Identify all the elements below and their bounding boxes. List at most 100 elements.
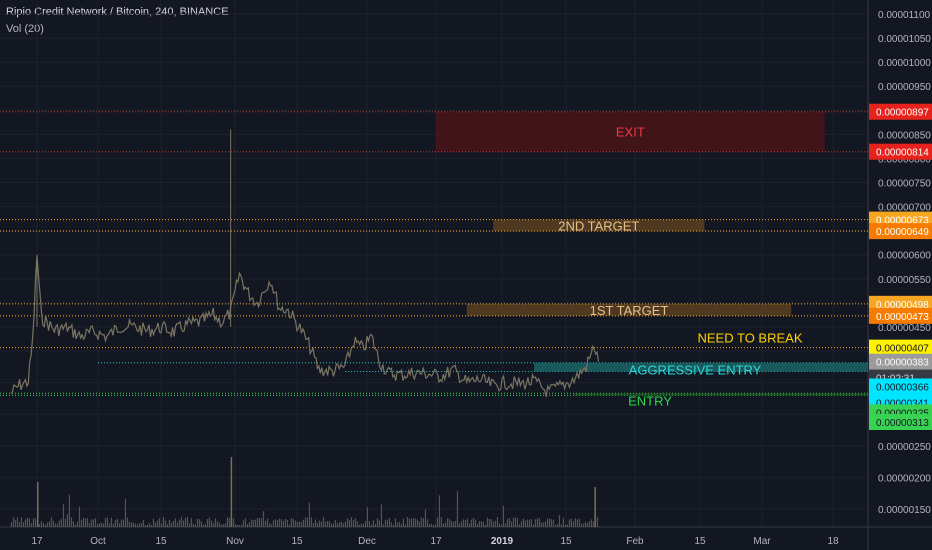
volume-bar: [164, 520, 167, 527]
volume-bar: [398, 521, 401, 527]
volume-bar: [320, 521, 323, 527]
volume-bar: [360, 523, 363, 527]
volume-bar: [304, 517, 307, 527]
volume-bar: [34, 518, 37, 527]
target2-label: 2ND TARGET: [558, 218, 639, 233]
volume-bar: [284, 518, 287, 527]
volume-bar: [54, 523, 57, 527]
volume-bar: [140, 522, 143, 527]
volume-bar: [542, 522, 545, 527]
volume-bar: [508, 517, 511, 527]
volume-bar: [468, 523, 471, 527]
entry-label: ENTRY: [628, 393, 672, 408]
volume-bar: [562, 517, 565, 527]
volume-bar: [334, 520, 337, 527]
volume-bar: [98, 523, 101, 527]
volume-bar: [260, 518, 263, 527]
volume-bar: [448, 518, 451, 527]
volume-bar: [318, 520, 321, 527]
volume-bar: [302, 519, 305, 527]
volume-bar: [292, 518, 295, 527]
volume-bar: [526, 519, 529, 527]
volume-bar: [132, 522, 135, 527]
volume-bar: [580, 523, 583, 527]
volume-bar: [216, 521, 219, 527]
volume-bar: [204, 524, 207, 527]
volume-bar: [76, 521, 79, 527]
volume-bar: [516, 518, 519, 527]
x-tick-label: Oct: [90, 536, 106, 547]
y-tick-label: 0.00000750: [878, 179, 931, 190]
volume-bar: [37, 482, 39, 527]
volume-bar: [440, 517, 443, 527]
volume-bar: [416, 519, 419, 527]
volume-bar: [564, 524, 567, 527]
volume-bar: [410, 518, 413, 527]
volume-bar: [358, 524, 361, 527]
volume-bar: [136, 524, 139, 527]
volume-bar: [270, 524, 273, 527]
volume-bar: [532, 524, 535, 527]
volume-bar: [400, 523, 403, 527]
price-tag-entry-bottom: 0.00000325: [876, 408, 929, 419]
volume-bar: [312, 523, 315, 527]
volume-bar: [296, 521, 299, 527]
volume-bar: [176, 522, 179, 527]
volume-bar: [352, 520, 355, 527]
volume-bar: [130, 522, 133, 527]
volume-bar: [342, 523, 345, 527]
volume-bar: [466, 518, 469, 527]
volume-bar: [578, 518, 581, 527]
volume-bar: [10, 522, 13, 527]
price-tag-target1-bottom: 0.00000473: [876, 312, 929, 323]
volume-bar: [224, 523, 227, 527]
volume-indicator-label[interactable]: Vol (20): [6, 23, 44, 35]
x-tick-label: Dec: [358, 536, 376, 547]
volume-bar: [350, 517, 353, 527]
price-tag-aggressive-bottom-bg: [869, 378, 932, 395]
volume-bar: [328, 521, 331, 527]
price-tag-current: 0.00000383: [876, 358, 929, 369]
volume-bar: [74, 524, 77, 527]
volume-bar: [68, 494, 71, 527]
volume-bar: [450, 520, 453, 527]
volume-bar: [180, 516, 183, 527]
volume-bar: [424, 509, 427, 527]
volume-bar: [206, 519, 209, 527]
price-tag-need-to-break: 0.00000407: [876, 344, 929, 355]
volume-bar: [250, 519, 253, 527]
volume-bar: [88, 522, 91, 527]
volume-bar: [64, 518, 67, 527]
volume-bar: [452, 522, 455, 527]
y-tick-label: 0.00000150: [878, 505, 931, 516]
volume-bar: [514, 517, 517, 527]
volume-bar: [588, 521, 591, 527]
volume-bar: [378, 520, 381, 527]
volume-bar: [188, 523, 191, 527]
volume-bar: [18, 521, 21, 527]
volume-bar: [480, 521, 483, 527]
y-tick-label: 0.00000250: [878, 442, 931, 453]
volume-bar: [24, 519, 27, 527]
volume-bar: [20, 517, 23, 527]
volume-bar: [576, 519, 579, 527]
volume-bar: [512, 517, 515, 527]
volume-bar: [356, 521, 359, 527]
volume-bar: [310, 517, 313, 527]
x-tick-label: 17: [31, 536, 43, 547]
volume-bar: [236, 524, 239, 527]
volume-bar: [520, 521, 523, 527]
y-tick-label: 0.00000700: [878, 203, 931, 214]
volume-bar: [116, 519, 119, 527]
volume-bar: [430, 523, 433, 527]
volume-bar: [152, 518, 155, 527]
y-tick-label: 0.00001050: [878, 34, 931, 45]
volume-bar: [274, 519, 277, 527]
volume-bar: [66, 513, 69, 527]
volume-bar: [26, 517, 29, 527]
volume-bar: [412, 518, 415, 527]
volume-bar: [316, 522, 319, 527]
volume-bar: [396, 522, 399, 527]
volume-bar: [272, 520, 275, 527]
